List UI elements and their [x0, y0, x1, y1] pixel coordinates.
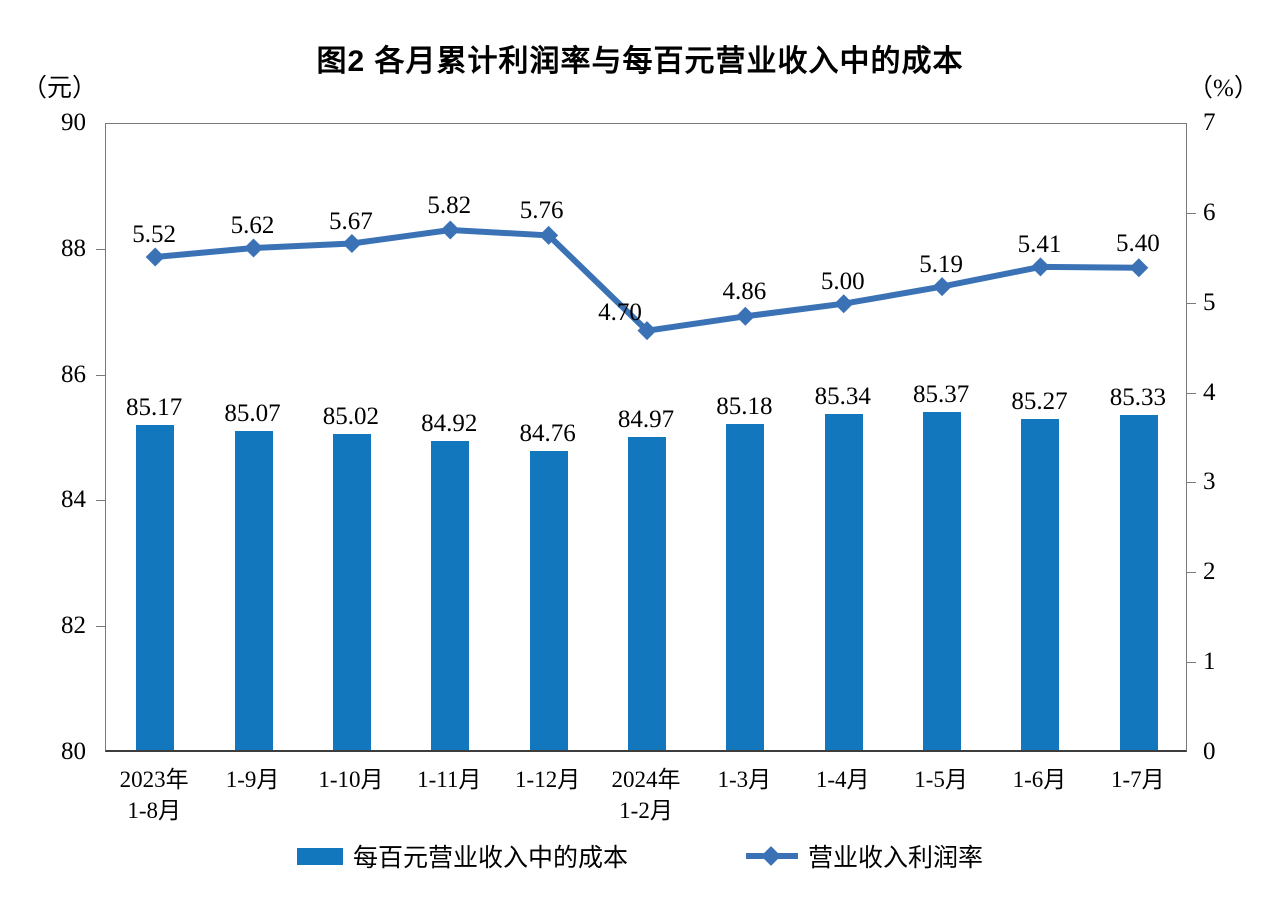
line-marker	[145, 247, 165, 267]
legend-bar-swatch-icon	[296, 847, 343, 865]
line-marker	[244, 238, 264, 258]
line-marker	[440, 220, 460, 240]
line-marker	[735, 306, 755, 326]
profit-rate-markers	[145, 220, 1149, 341]
bar	[332, 434, 371, 750]
right-tick-label: 5	[1203, 288, 1216, 316]
line-marker	[539, 225, 559, 245]
legend-item-cost[interactable]: 每百元营业收入中的成本	[296, 838, 628, 874]
line-marker	[932, 277, 952, 297]
left-tick-label: 90	[61, 109, 86, 136]
legend-label-profit-rate: 营业收入利润率	[808, 845, 984, 872]
bar	[726, 424, 765, 750]
bar-value-label: 85.07	[224, 400, 281, 428]
bar-value-label: 84.92	[421, 409, 478, 437]
line-value-label: 4.86	[722, 278, 767, 306]
right-tick-mark	[1187, 302, 1196, 304]
line-value-label: 5.62	[230, 212, 275, 239]
legend-line-swatch-icon	[746, 846, 798, 866]
right-tick-mark	[1187, 572, 1196, 574]
line-marker	[834, 294, 854, 314]
line-value-label: 5.67	[329, 207, 373, 235]
left-tick-mark	[96, 374, 105, 376]
right-tick-label: 4	[1203, 378, 1216, 406]
bar-value-label: 85.18	[716, 393, 773, 421]
chart-legend: 每百元营业收入中的成本 营业收入利润率	[0, 838, 1280, 874]
right-tick-mark	[1187, 662, 1196, 664]
right-tick-label: 1	[1203, 648, 1216, 676]
bar	[529, 450, 568, 750]
line-value-label: 4.70	[598, 298, 642, 326]
left-tick-label: 80	[61, 738, 86, 765]
line-value-label: 5.82	[427, 192, 472, 220]
right-tick-label: 7	[1203, 109, 1216, 136]
left-tick-mark	[96, 248, 105, 250]
x-category-label: 2023年 1-8月	[119, 767, 189, 823]
line-series-layer	[145, 220, 1149, 341]
line-value-label: 5.00	[820, 267, 865, 295]
legend-label-cost: 每百元营业收入中的成本	[352, 845, 628, 872]
left-tick-mark	[96, 500, 105, 502]
x-category-label: 1-4月	[815, 767, 870, 792]
bar	[628, 437, 666, 750]
line-marker	[637, 321, 657, 341]
line-value-label: 5.40	[1115, 229, 1160, 257]
x-category-label: 1-11月	[417, 767, 482, 792]
x-category-label: 1-6月	[1012, 767, 1067, 792]
bar	[136, 424, 175, 750]
bar-value-label: 85.27	[1011, 387, 1068, 415]
bar-value-label: 85.34	[814, 383, 871, 411]
bar-value-label: 84.97	[617, 406, 675, 434]
x-category-label: 2024年 1-2月	[611, 767, 681, 823]
bar-value-label: 85.17	[126, 393, 183, 421]
line-marker	[1129, 258, 1149, 278]
x-category-label: 1-9月	[225, 767, 280, 792]
bar	[1119, 414, 1158, 750]
bar	[1021, 418, 1060, 750]
x-category-label: 1-7月	[1110, 767, 1165, 792]
bar	[824, 414, 863, 750]
x-category-label: 1-12月	[515, 767, 581, 792]
left-tick-label: 84	[61, 486, 86, 514]
line-value-label: 5.76	[519, 197, 564, 225]
bar	[234, 431, 273, 750]
line-marker	[342, 234, 362, 254]
right-axis-unit-label: （%）	[1188, 75, 1259, 102]
bar-value-label: 85.02	[322, 403, 380, 431]
bar	[431, 440, 470, 750]
chart-title: 图2 各月累计利润率与每百元营业收入中的成本	[316, 45, 964, 78]
legend-item-profit-rate[interactable]: 营业收入利润率	[746, 838, 983, 874]
left-axis-unit-label: （元）	[22, 75, 98, 102]
bar-value-label: 85.37	[912, 381, 970, 409]
x-category-label: 1-10月	[318, 767, 384, 792]
right-tick-mark	[1187, 212, 1196, 214]
left-tick-label: 86	[61, 360, 86, 388]
right-tick-label: 3	[1203, 468, 1216, 496]
line-value-label: 5.52	[132, 220, 177, 248]
plot-area	[105, 123, 1187, 752]
right-tick-mark	[1187, 392, 1196, 394]
right-tick-label: 6	[1203, 198, 1216, 226]
bar-value-label: 84.76	[519, 419, 576, 447]
bar-value-label: 85.33	[1109, 383, 1166, 411]
line-marker	[1030, 257, 1050, 277]
x-category-label: 1-5月	[914, 767, 968, 792]
right-tick-mark	[1187, 482, 1196, 484]
right-tick-label: 2	[1203, 558, 1216, 586]
x-category-label: 1-3月	[717, 767, 772, 792]
right-tick-label: 0	[1203, 738, 1216, 765]
left-tick-mark	[96, 626, 105, 628]
left-tick-label: 82	[61, 612, 86, 640]
bar	[923, 412, 962, 750]
left-tick-label: 88	[61, 234, 86, 262]
line-value-label: 5.41	[1017, 230, 1062, 258]
line-value-label: 5.19	[919, 250, 963, 278]
